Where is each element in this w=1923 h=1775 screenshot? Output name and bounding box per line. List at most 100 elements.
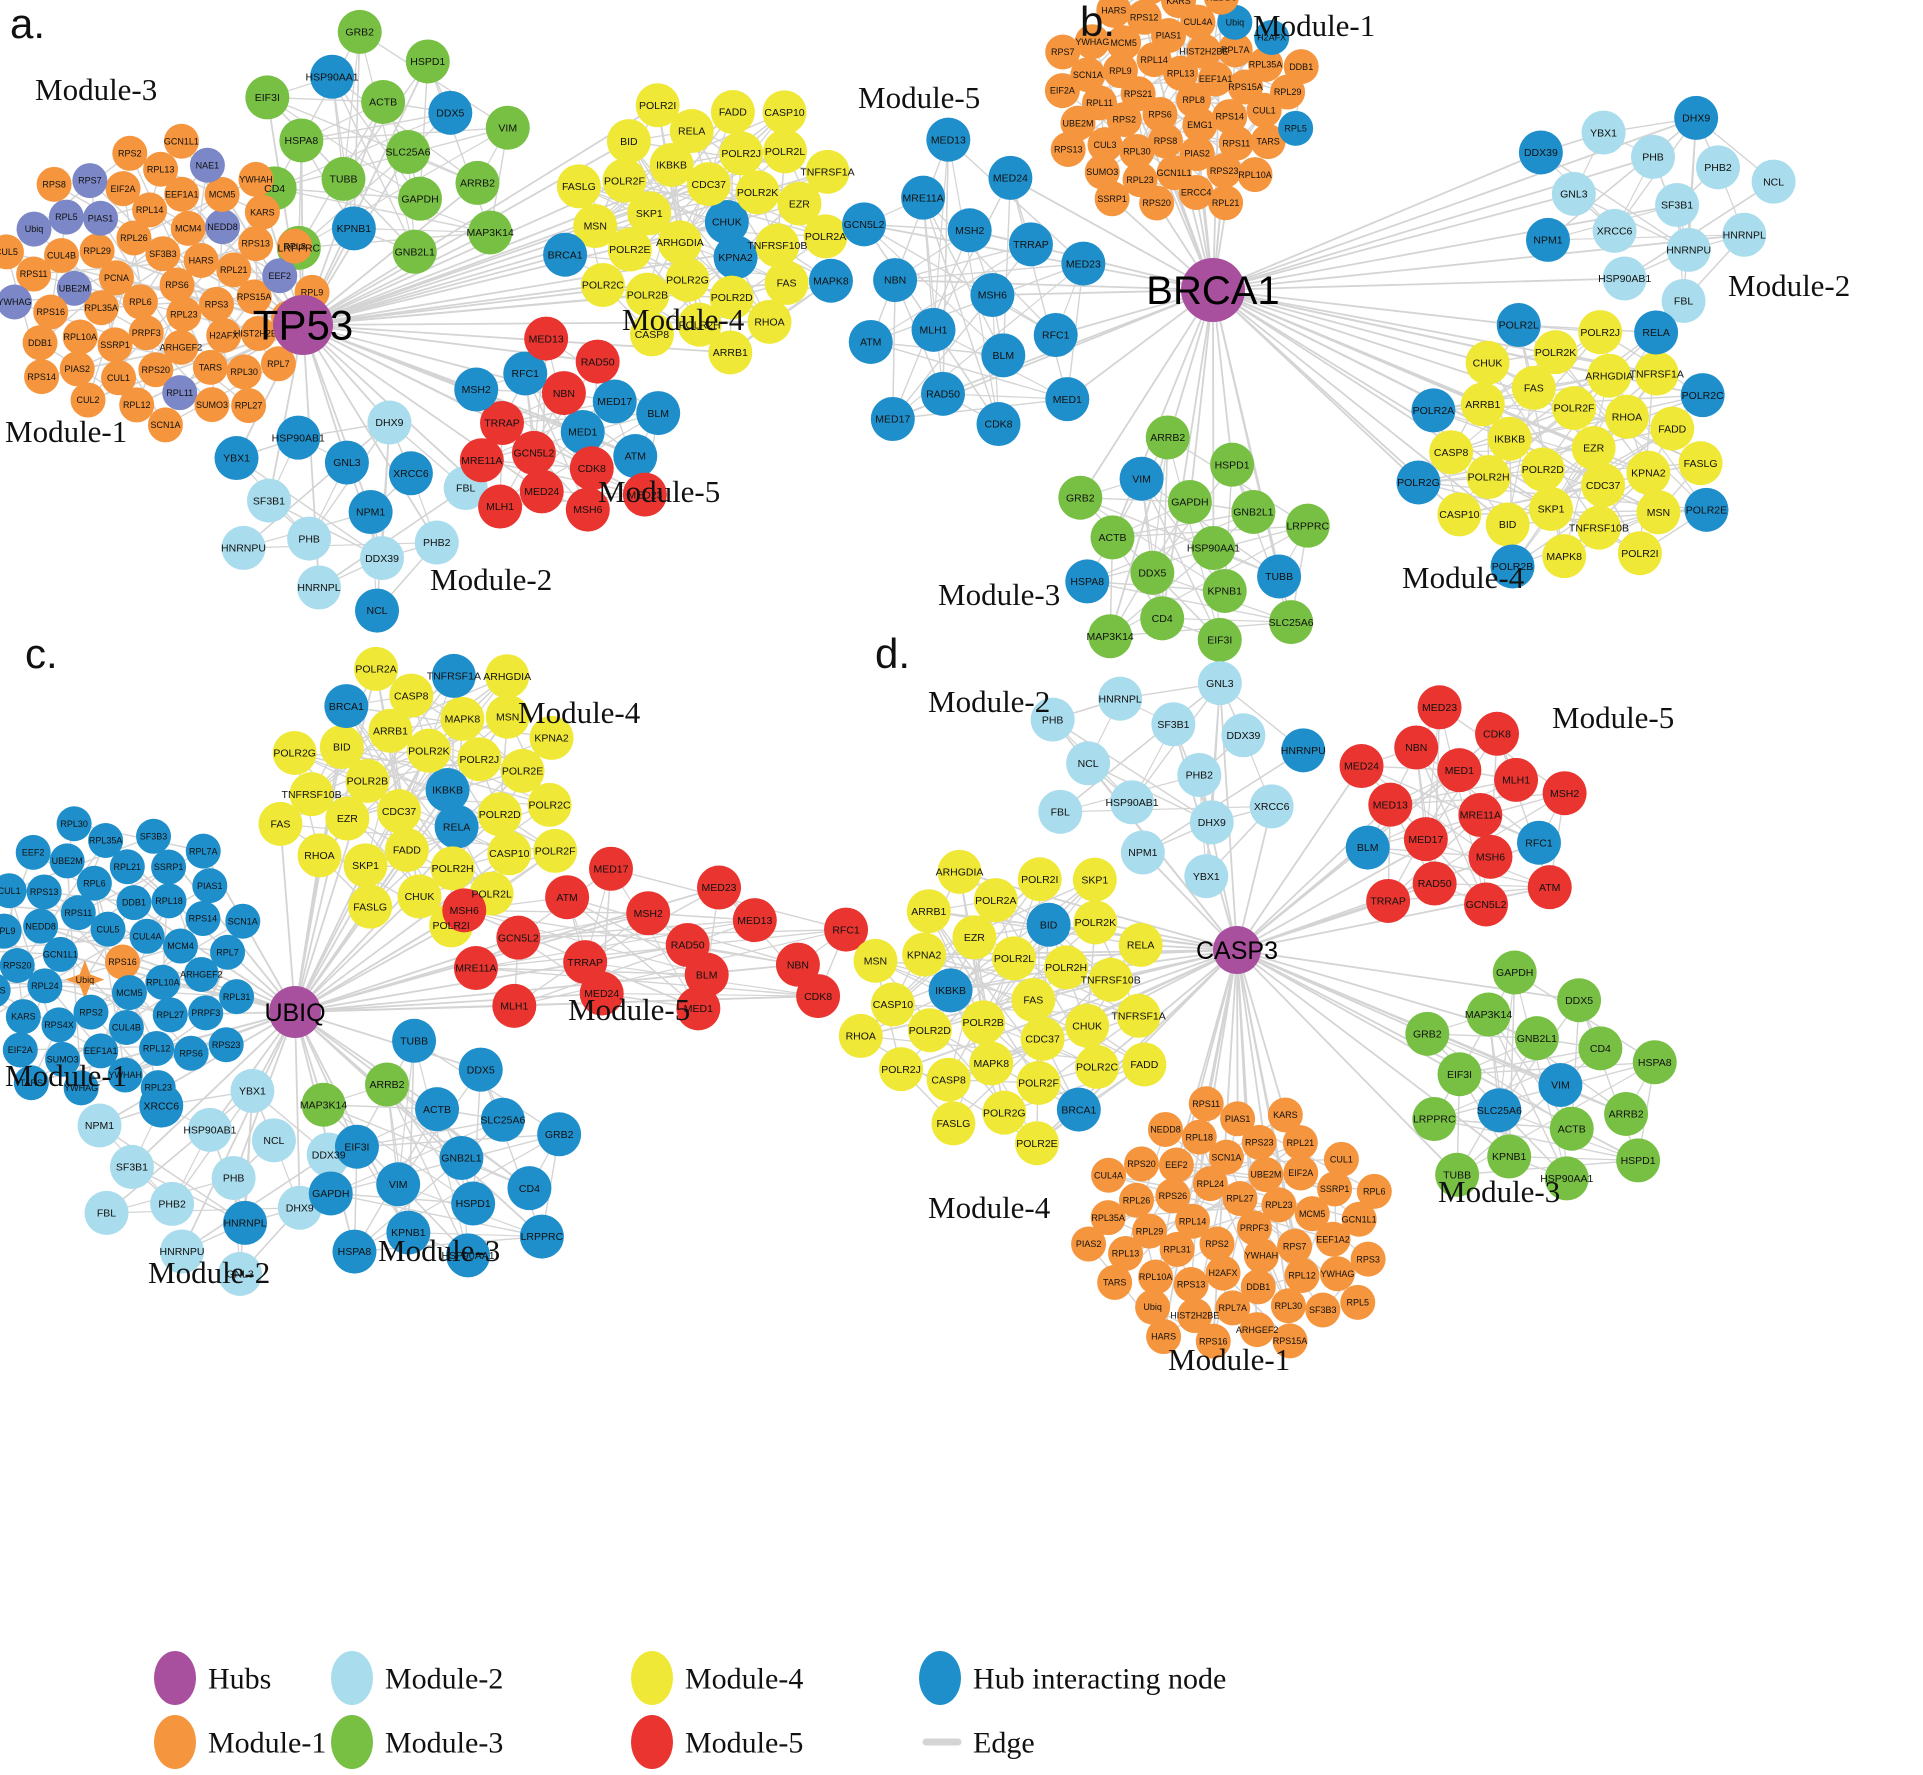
node-label-rpl27: RPL27 (156, 1010, 184, 1020)
node-label-casp8: CASP8 (635, 329, 670, 341)
hub-edge (294, 1011, 438, 1110)
node-arhgdia (937, 849, 982, 894)
node-mcm5 (111, 975, 147, 1011)
node-label-cdk8: CDK8 (578, 463, 606, 475)
node-nedd8 (205, 209, 241, 245)
node-cdk8 (976, 402, 1021, 447)
node-actb (361, 79, 406, 124)
node-label-sf3b1: SF3B1 (1157, 719, 1189, 731)
node-label-prpf3: PRPF3 (132, 328, 161, 338)
node-med23 (622, 472, 667, 517)
node-label-tubb: TUBB (1265, 571, 1293, 583)
node-rpl10a (145, 964, 181, 1000)
node-msh2 (454, 367, 499, 412)
node-polr2d (477, 792, 522, 837)
node-ssrp1 (1317, 1171, 1353, 1207)
node-label-msn: MSN (864, 956, 887, 968)
node-label-polr2g: POLR2G (1397, 477, 1440, 489)
hub-edge (302, 182, 479, 326)
node-atm (545, 875, 590, 920)
node-label-arrb1: ARRB1 (911, 906, 946, 918)
node-label-phb2: PHB2 (1704, 162, 1732, 174)
node-label-ddx39: DDX39 (312, 1149, 346, 1161)
node-hsp90aa1 (446, 1233, 491, 1278)
node-kpna2 (1626, 450, 1671, 495)
node-label-grb2: GRB2 (345, 27, 374, 39)
node-label-lrpprc: LRPPRC (278, 243, 321, 255)
node-label-rpl35a: RPL35A (89, 836, 123, 846)
node-label-ezr: EZR (964, 932, 985, 944)
node-rpl23 (1261, 1187, 1297, 1223)
node-nbn (873, 258, 918, 303)
hub-edge (96, 250, 304, 326)
edge (323, 1104, 474, 1205)
node-label-trrap: TRRAP (1370, 896, 1406, 908)
node-label-sf3b3: SF3B3 (140, 831, 168, 841)
node-label-gnb2l1: GNB2L1 (1233, 507, 1273, 519)
node-label-rps20: RPS20 (3, 961, 32, 971)
node-rfc1 (1033, 313, 1078, 358)
node-slc25a6 (1269, 600, 1314, 645)
node-label-chuk: CHUK (1072, 1020, 1102, 1032)
node-polr2d (1520, 447, 1565, 492)
node-rps7 (1277, 1228, 1313, 1264)
node-label-arrb2: ARRB2 (370, 1079, 405, 1091)
node-label-sf3b3: SF3B3 (1309, 1305, 1337, 1315)
node-map3k14 (1466, 992, 1511, 1037)
edge (386, 1084, 469, 1256)
node-label-gnl3: GNL3 (1560, 189, 1588, 201)
edge (1080, 497, 1280, 578)
node-label-rps16: RPS16 (108, 957, 137, 967)
node-label-rpl13: RPL13 (1167, 68, 1195, 78)
edge (1434, 1047, 1601, 1120)
module-label-module-5: Module-5 (568, 992, 690, 1027)
panel-label-b: b. (1080, 0, 1115, 45)
node-label-gcn5l2: GCN5L2 (498, 932, 539, 944)
node-label-ybx1: YBX1 (1193, 871, 1220, 883)
node-label-rpl14: RPL14 (136, 205, 164, 215)
node-label-casp10: CASP10 (764, 107, 804, 119)
node-cdk8 (796, 974, 841, 1019)
node-rpl12 (119, 387, 155, 423)
node-label-rps13: RPS13 (1054, 145, 1083, 155)
node-label-brca1: BRCA1 (548, 249, 583, 261)
node-med13 (524, 316, 569, 361)
node-tnfrsf10b (1088, 957, 1133, 1002)
node-label-ezr: EZR (1583, 443, 1604, 455)
node-atm (613, 434, 658, 479)
node-nae1 (189, 147, 225, 183)
node-slc25a6 (1477, 1088, 1522, 1133)
node-rpl35a (1090, 1200, 1126, 1236)
node-label-eif3i: EIF3I (255, 92, 280, 104)
node-ezr (777, 181, 822, 226)
module-label-module-3: Module-3 (1438, 1174, 1560, 1209)
node-label-rps4x: RPS4X (44, 1020, 74, 1030)
node-label-trrap: TRRAP (1013, 239, 1049, 251)
node-label-ncl: NCL (1763, 176, 1784, 188)
node-eif3i (1437, 1052, 1482, 1097)
node-label-cdc37: CDC37 (692, 179, 727, 191)
node-ube2m (1060, 105, 1096, 141)
node-label-med13: MED13 (529, 333, 564, 345)
node-label-casp10: CASP10 (489, 848, 529, 860)
node-label-mlh1: MLH1 (1502, 775, 1530, 787)
node-label-polr2b: POLR2B (963, 1017, 1004, 1029)
node-skp1 (627, 191, 672, 236)
node-rpl13 (1163, 55, 1199, 91)
node-label-kars: KARS (250, 207, 275, 217)
node-label-trrap: TRRAP (484, 418, 520, 430)
node-label-med1: MED1 (568, 427, 597, 439)
node-label-rpl29: RPL29 (1136, 1226, 1164, 1236)
node-label-cd4: CD4 (519, 1183, 540, 1195)
node-polr2e (1014, 1121, 1059, 1166)
node-star-ubiq (65, 960, 105, 1000)
node-label-arhgef2: ARHGEF2 (1236, 1325, 1279, 1335)
node-brca1 (324, 684, 369, 729)
node-rpl5 (1340, 1284, 1376, 1320)
node-label-med24: MED24 (1344, 761, 1379, 773)
node-rpl21 (109, 849, 145, 885)
node-rps20 (0, 947, 35, 983)
node-label-med13: MED13 (1373, 799, 1408, 811)
node-label-mcm4: MCM4 (175, 224, 202, 234)
edge (1009, 177, 1068, 400)
